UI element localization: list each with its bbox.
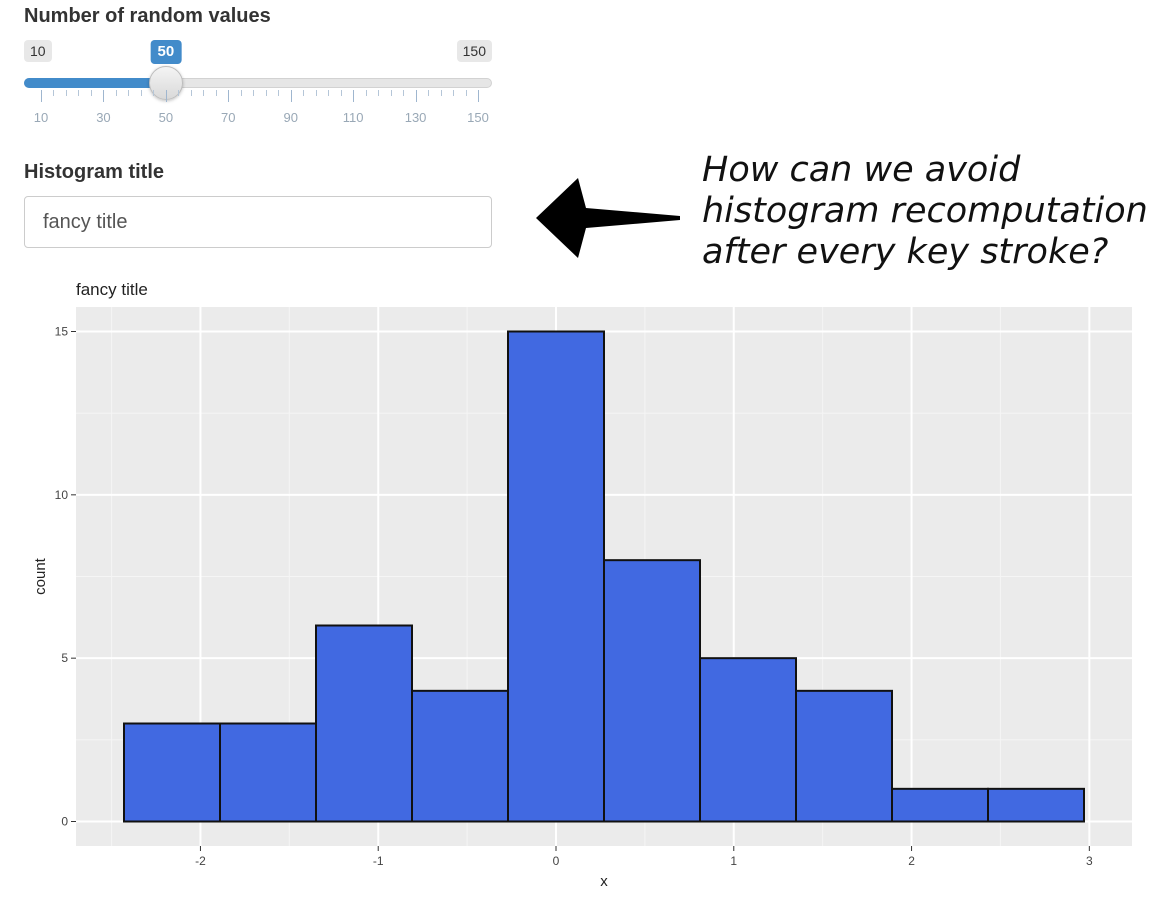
y-tick-label: 5 [61, 651, 68, 665]
slider-minor-tick [328, 90, 330, 96]
slider-minor-tick [440, 90, 442, 96]
histogram-title-input[interactable] [24, 196, 492, 248]
left-arrow-icon [536, 178, 680, 258]
slider-tick-label: 110 [342, 110, 364, 125]
slider-minor-tick [203, 90, 205, 96]
slider-minor-tick [53, 90, 55, 96]
random-values-slider[interactable]: 10 150 50 10 30 50 70 90 110 130 150 [24, 40, 494, 130]
slider-major-tick [415, 90, 417, 102]
slider-major-tick [103, 90, 105, 102]
slider-minor-tick [315, 90, 317, 96]
slider-minor-tick [190, 90, 192, 96]
histogram-bar [891, 787, 989, 823]
histogram-chart: -2 -1 0 1 2 3 0 5 10 15 x count [32, 307, 1132, 890]
slider-value-label: 50 [150, 40, 182, 64]
histogram-bar [219, 722, 317, 823]
y-tick-label: 0 [61, 815, 68, 829]
slider-minor-tick [390, 90, 392, 96]
annotation-line: histogram recomputation [702, 191, 1148, 231]
y-tick-label: 10 [55, 488, 69, 502]
slider-minor-tick [140, 90, 142, 96]
x-tick-label: 3 [1086, 854, 1093, 868]
slider-minor-tick [153, 90, 155, 96]
annotation-text: How can we avoid histogram recomputation… [702, 150, 1162, 273]
histogram-bar [699, 657, 797, 823]
slider-major-tick [290, 90, 292, 102]
slider-tick-label: 30 [96, 110, 111, 125]
title-input-label: Histogram title [24, 161, 165, 183]
slider-label: Number of random values [24, 5, 271, 27]
x-axis-ticks: -2 -1 0 1 2 3 [195, 846, 1093, 868]
slider-major-tick [228, 90, 230, 102]
x-tick-label: 0 [553, 854, 560, 868]
slider-minor-tick [253, 90, 255, 96]
histogram-bar [411, 689, 509, 823]
histogram-bars [123, 330, 1085, 823]
slider-major-tick [165, 90, 167, 102]
slider-minor-tick [378, 90, 380, 96]
annotation-line: after every key stroke? [702, 232, 1109, 272]
slider-minor-tick [78, 90, 80, 96]
slider-major-tick [478, 90, 479, 102]
histogram-bar [315, 624, 413, 823]
histogram-bar [603, 559, 701, 823]
slider-tick-label: 90 [283, 110, 298, 125]
slider-minor-tick [178, 90, 180, 96]
slider-major-tick [353, 90, 355, 102]
histogram-bar [987, 787, 1085, 823]
slider-minor-tick [278, 90, 280, 96]
slider-tick-label: 150 [467, 110, 489, 125]
histogram-bar [123, 722, 221, 823]
slider-tick-label: 10 [33, 110, 49, 125]
y-axis-label: count [32, 557, 49, 595]
chart-title: fancy title [76, 280, 148, 299]
slider-minor-tick [90, 90, 92, 96]
slider-min-label: 10 [24, 40, 52, 62]
x-axis-label: x [600, 873, 608, 890]
slider-minor-tick [428, 90, 430, 96]
slider-minor-tick [115, 90, 117, 96]
slider-minor-tick [303, 90, 305, 96]
x-tick-label: -1 [373, 854, 384, 868]
slider-minor-tick [128, 90, 130, 96]
slider-tick-label: 130 [404, 110, 427, 125]
slider-minor-tick [65, 90, 67, 96]
slider-tick-label: 50 [158, 110, 174, 125]
slider-minor-tick [240, 90, 242, 96]
annotation-line: How can we avoid [702, 150, 1021, 190]
slider-minor-tick [340, 90, 342, 96]
slider-minor-tick [465, 90, 467, 96]
slider-minor-tick [403, 90, 405, 96]
y-axis-ticks: 0 5 10 15 [55, 325, 76, 829]
slider-minor-tick [265, 90, 267, 96]
slider-minor-tick [365, 90, 367, 96]
x-tick-label: 2 [908, 854, 915, 868]
slider-bar-fill [24, 78, 166, 88]
slider-tick-label: 70 [221, 110, 236, 125]
slider-max-label: 150 [456, 40, 492, 62]
x-tick-label: -2 [195, 854, 206, 868]
slider-minor-tick [453, 90, 455, 96]
x-tick-label: 1 [730, 854, 737, 868]
slider-grid: 10 30 50 70 90 110 130 150 [24, 90, 492, 130]
slider-major-tick [41, 90, 42, 102]
histogram-bar [507, 330, 605, 823]
y-tick-label: 15 [55, 325, 69, 339]
histogram-bar [795, 689, 893, 823]
slider-minor-tick [215, 90, 217, 96]
